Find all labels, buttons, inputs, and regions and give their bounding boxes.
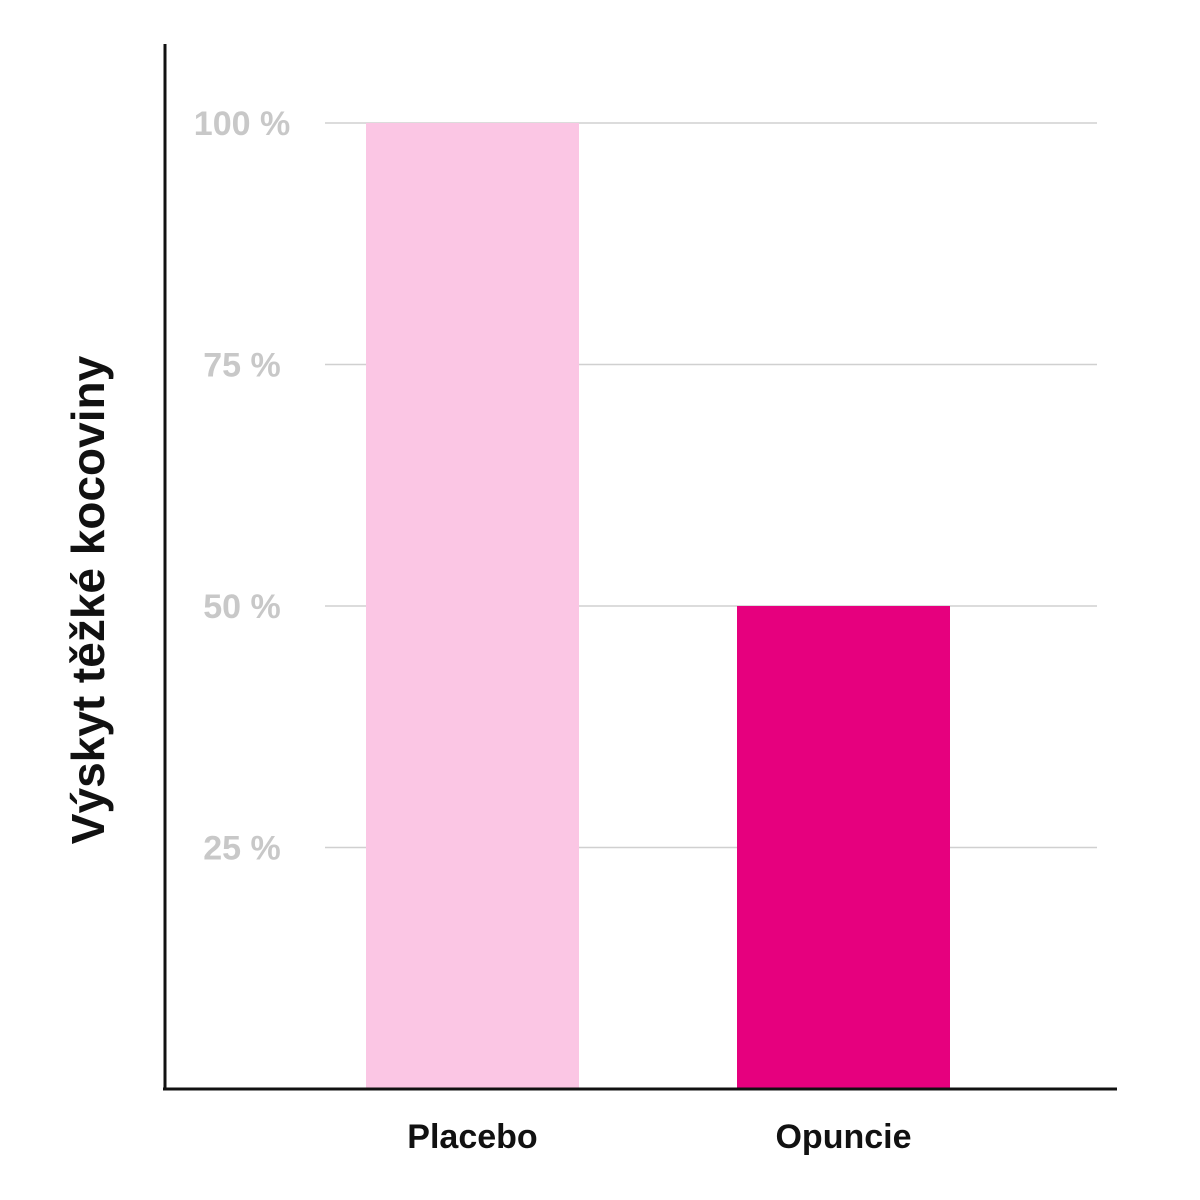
- y-tick-label: 75 %: [203, 347, 281, 385]
- y-tick-label: 25 %: [203, 830, 281, 868]
- y-axis-title: Výskyt těžké kocoviny: [62, 355, 114, 844]
- y-tick-label: 100 %: [194, 105, 290, 143]
- x-category-label: Placebo: [407, 1118, 537, 1156]
- x-category-labels: Placebo Opuncie: [407, 1118, 911, 1156]
- bars: [366, 123, 950, 1089]
- y-tick-labels: 25 % 50 % 75 % 100 %: [194, 105, 290, 868]
- bar-opuncie: [737, 606, 950, 1089]
- x-category-label: Opuncie: [775, 1118, 911, 1156]
- bar-placebo: [366, 123, 579, 1089]
- y-tick-label: 50 %: [203, 588, 281, 626]
